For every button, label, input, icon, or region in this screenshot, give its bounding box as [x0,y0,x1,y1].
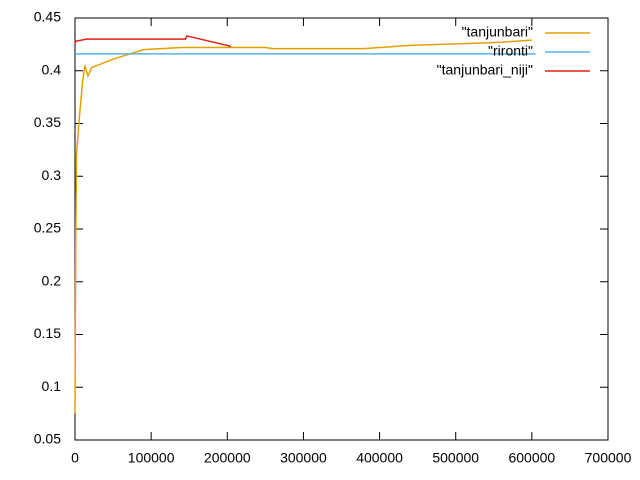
x-tick-label: 700000 [585,450,632,466]
y-tick-label: 0.25 [34,220,61,236]
x-tick-label: 0 [71,450,79,466]
legend-label: "rironti" [488,43,533,59]
x-tick-label: 200000 [204,450,251,466]
x-tick-label: 100000 [128,450,175,466]
x-tick-label: 300000 [280,450,327,466]
x-tick-label: 400000 [356,450,403,466]
y-tick-label: 0.05 [34,431,61,447]
series-line [74,35,232,48]
legend-label: "tanjunbari" [462,24,533,40]
y-tick-label: 0.2 [42,272,62,288]
legend-label: "tanjunbari_niji" [437,62,533,78]
y-tick-label: 0.1 [42,378,62,394]
series-line [74,39,532,414]
x-tick-label: 500000 [432,450,479,466]
y-tick-label: 0.15 [34,325,61,341]
x-tick-label: 600000 [508,450,555,466]
y-tick-label: 0.3 [42,167,62,183]
plot-border [74,17,609,441]
y-tick-label: 0.45 [34,9,61,25]
y-tick-label: 0.4 [42,61,62,77]
y-tick-label: 0.35 [34,114,61,130]
